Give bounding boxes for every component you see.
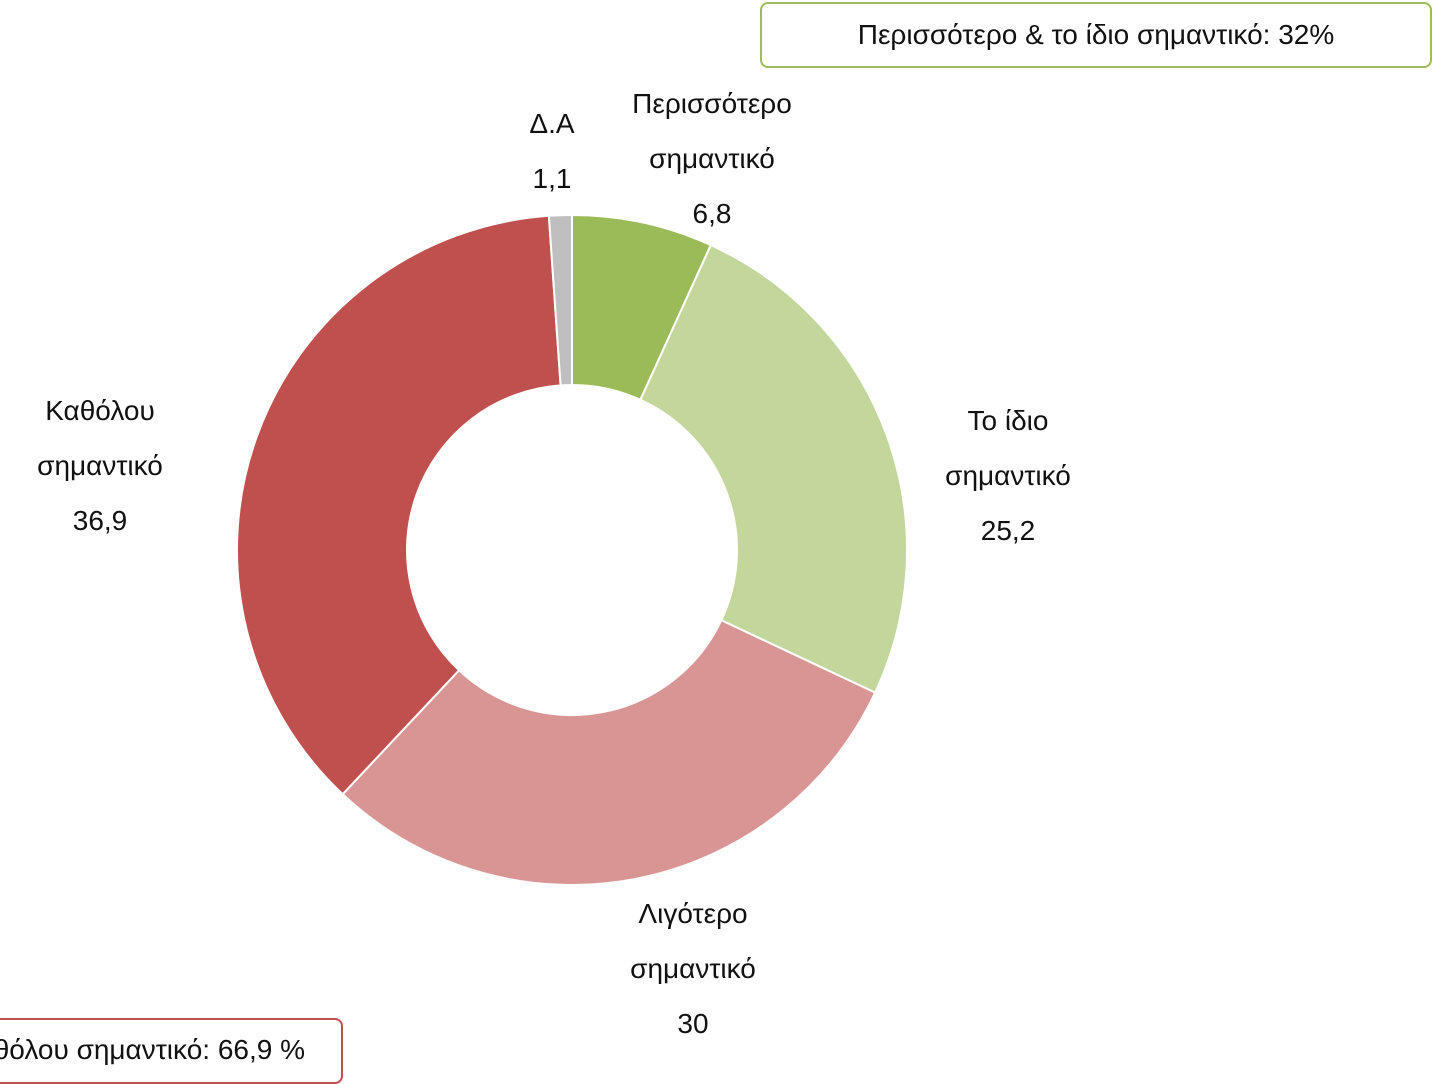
slice (236, 214, 562, 796)
value-label: 1,1 (532, 163, 572, 194)
value-label: 6,8 (692, 198, 732, 229)
slice-label: Το ίδιο σημαντικό 25,2 (903, 393, 1113, 558)
slice-label: Λιγότερο σημαντικό 30 (588, 886, 798, 1051)
category-label: Λιγότερο σημαντικό (630, 898, 756, 984)
value-label: 30 (677, 1008, 709, 1039)
chart (236, 213, 908, 886)
slice-label: Περισσότερο σημαντικό 6,8 (607, 76, 817, 241)
category-label: Περισσότερο σημαντικό (632, 88, 792, 174)
value-label: 25,2 (980, 515, 1036, 546)
slice-label: Δ.Α 1,1 (447, 96, 657, 206)
category-label: Το ίδιο σημαντικό (945, 405, 1071, 491)
annotation: Λιγότερο & καθόλου σημαντικό: 66,9 % (0, 1018, 343, 1084)
annotation: Περισσότερο & το ίδιο σημαντικό: 32% (760, 2, 1432, 68)
category-label: Καθόλου σημαντικό (37, 395, 163, 481)
slice (341, 618, 877, 886)
value-label: 36,9 (72, 505, 128, 536)
category-label: Δ.Α (529, 108, 575, 139)
slice (547, 213, 573, 387)
slice-label: Καθόλου σημαντικό 36,9 (0, 383, 205, 548)
slice (639, 243, 908, 694)
